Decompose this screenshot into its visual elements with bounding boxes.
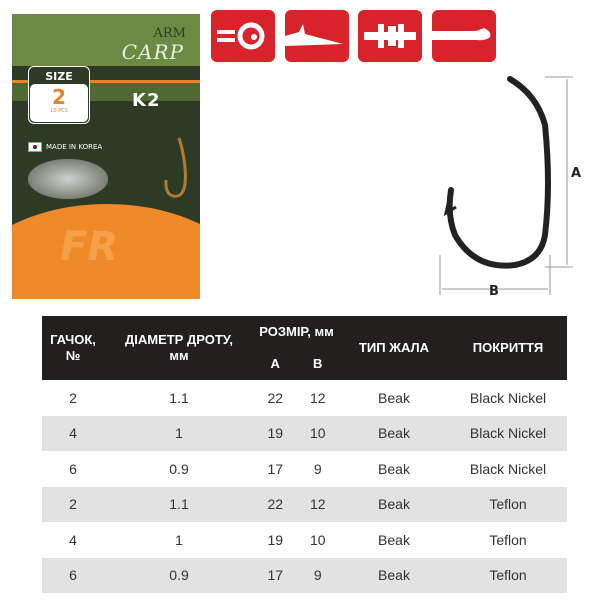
cell-hook: 4 (69, 531, 77, 548)
cell-point: Beak (339, 415, 449, 451)
header-diameter: ДІАМЕТР ДРОТУ, мм (104, 316, 254, 380)
dimension-b-label: B (489, 284, 499, 299)
cell-b: 10 (309, 531, 326, 548)
cell-diameter: 1.1 (104, 486, 254, 522)
origin-text: MADE IN KOREA (46, 143, 103, 151)
barbless-icon (358, 10, 422, 62)
cell-point: Beak (378, 389, 410, 406)
size-label: SIZE (45, 70, 73, 83)
cell-b: 12 (296, 486, 339, 522)
cell-b: 12 (309, 389, 326, 406)
cell-point: Beak (378, 531, 410, 548)
cell-coating: Teflon (489, 531, 527, 548)
spec-table: ГАЧОК, № ДІАМЕТР ДРОТУ, мм РОЗМІР, мм ТИ… (42, 316, 567, 593)
cell-hook: 6 (69, 460, 77, 477)
package-hook-icon (164, 137, 187, 198)
header-b: B (296, 348, 339, 380)
cell-diameter: 1.1 (169, 389, 189, 406)
table-row: 6 0.9 17 9 Beak Black Nickel (42, 451, 567, 487)
cell-hook: 6 (42, 557, 104, 593)
header-a: A (254, 348, 297, 380)
cell-a: 17 (267, 460, 284, 477)
cell-diameter: 1 (175, 531, 183, 548)
hook-diagram: A B (439, 76, 581, 299)
header-point: ТИП ЖАЛА (339, 316, 449, 380)
cell-coating: Black Nickel (469, 460, 547, 477)
cell-point: Beak (339, 557, 449, 593)
cell-diameter: 1 (104, 415, 254, 451)
cell-a: 17 (254, 557, 297, 593)
table-row: 6 0.9 17 9 Beak Teflon (42, 557, 567, 593)
korea-flag-icon (28, 142, 42, 152)
cell-b: 9 (313, 460, 322, 477)
cell-coating: Teflon (449, 557, 567, 593)
size-value: 2 (52, 85, 66, 109)
package-image: ARM CARP SIZE 2 10 PCS K2 MADE IN KOREA F… (12, 14, 200, 299)
header-hook: ГАЧОК, № (42, 316, 104, 380)
cell-b: 10 (296, 415, 339, 451)
brand-carp: CARP (121, 40, 184, 64)
eyed-hook-icon (211, 10, 275, 62)
cell-diameter: 0.9 (169, 460, 189, 477)
fr-logo: FR (60, 224, 119, 270)
cell-b: 9 (296, 557, 339, 593)
cell-point: Beak (378, 460, 410, 477)
cell-a: 22 (267, 389, 284, 406)
table-row: 4 1 19 10 Beak Teflon (42, 522, 567, 558)
package-band (12, 14, 200, 66)
cell-point: Beak (339, 486, 449, 522)
cell-a: 19 (267, 531, 284, 548)
cell-hook: 2 (42, 486, 104, 522)
origin: MADE IN KOREA (28, 142, 102, 152)
brand-arm: ARM (153, 26, 187, 41)
cell-diameter: 0.9 (104, 557, 254, 593)
cell-coating: Black Nickel (469, 389, 547, 406)
pcs-count: 10 PCS (50, 108, 68, 114)
model-name: K2 (132, 90, 161, 111)
table-row: 2 1.1 22 12 Beak Teflon (42, 486, 567, 522)
dimension-a-label: A (571, 166, 581, 181)
package-stripe (12, 80, 200, 83)
table-row: 2 1.1 22 12 Beak Black Nickel (42, 380, 567, 416)
cell-hook: 4 (42, 415, 104, 451)
carp-image (28, 159, 108, 199)
cell-coating: Black Nickel (449, 415, 567, 451)
cell-coating: Teflon (449, 486, 567, 522)
orange-area (12, 204, 200, 299)
cell-hook: 2 (69, 389, 77, 406)
beak-point-icon (285, 10, 349, 62)
cell-a: 22 (254, 486, 297, 522)
needle-point-icon (432, 10, 496, 62)
header-coating: ПОКРИТТЯ (449, 316, 567, 380)
cell-a: 19 (254, 415, 297, 451)
header-size: РОЗМІР, мм (254, 316, 339, 348)
size-badge: SIZE 2 10 PCS (28, 66, 90, 124)
table-row: 4 1 19 10 Beak Black Nickel (42, 415, 567, 451)
